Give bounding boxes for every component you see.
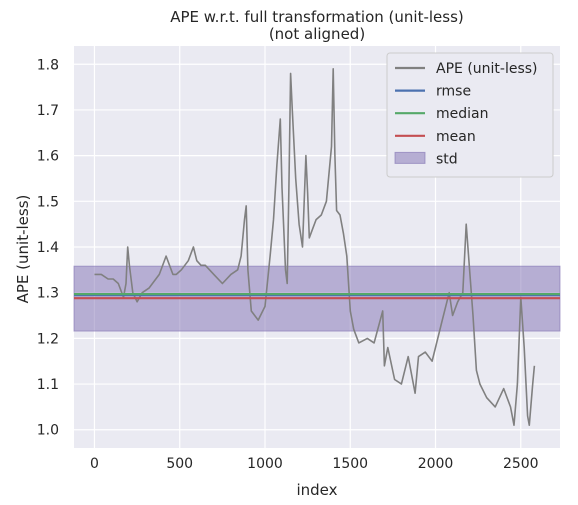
x-tick-label: 500 (166, 456, 193, 472)
legend-box (386, 52, 554, 178)
chart-subtitle: (not aligned) (269, 25, 365, 43)
y-tick-label: 1.1 (37, 377, 59, 393)
legend-label: mean (436, 129, 476, 145)
y-tick-label: 1.4 (37, 240, 59, 256)
x-tick-label: 0 (90, 456, 99, 472)
tick-label-layer: 0 500 1000 1500 2000 2500 1.0 1.1 1.2 1.3 1.4 1.5 1.… (37, 57, 539, 472)
x-tick-label: 1000 (247, 456, 283, 472)
chart-title: APE w.r.t. full transformation (unit-les… (170, 8, 464, 26)
y-tick-label: 1.2 (37, 331, 59, 347)
legend-label: std (436, 151, 458, 167)
legend-label: median (436, 106, 488, 122)
legend-label: rmse (436, 84, 471, 100)
y-tick-label: 1.7 (37, 103, 59, 119)
legend: APE (unit-less) rmse median mean std (386, 52, 554, 178)
ape-series-line (94, 68, 536, 427)
legend-label: APE (unit-less) (436, 61, 538, 77)
y-axis-label: APE (unit-less) (14, 195, 32, 304)
y-tick-label: 1.3 (37, 286, 59, 302)
y-tick-label: 1.6 (37, 149, 59, 165)
x-tick-label: 1500 (332, 456, 368, 472)
x-axis-label: index (296, 481, 337, 499)
y-tick-label: 1.5 (37, 194, 59, 210)
x-tick-label: 2500 (503, 456, 539, 472)
y-tick-label: 1.0 (37, 423, 59, 439)
stat-lines-layer (74, 292, 560, 300)
series-layer (94, 68, 536, 427)
y-tick-label: 1.8 (37, 57, 59, 73)
x-tick-label: 2000 (418, 456, 454, 472)
legend-swatch-std (394, 151, 426, 164)
